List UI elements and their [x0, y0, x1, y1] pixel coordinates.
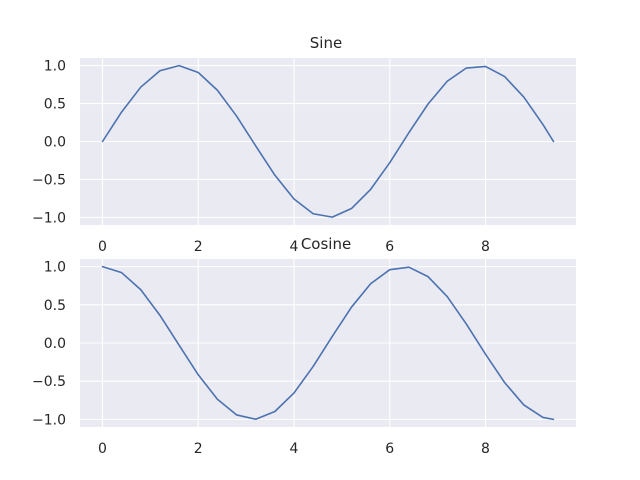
cosine-series-line [101, 265, 555, 421]
cosine-y-tick-label: −1.0 [32, 412, 66, 428]
cosine-x-tick-label: 6 [385, 441, 394, 457]
cosine-x-tick-label: 8 [481, 441, 490, 457]
cosine-x-tick-label: 4 [290, 441, 299, 457]
cosine-x-tick-label: 0 [98, 441, 107, 457]
cosine-subplot: 0 2 4 6 8 1.0 0.5 0.0 −0.5 −1.0 Cosine [32, 235, 576, 457]
sine-subplot: 0 2 4 6 8 1.0 0.5 0.0 −0.5 −1.0 Sine [32, 34, 576, 255]
sine-series-line [101, 64, 555, 218]
cosine-y-tick-label: 1.0 [44, 260, 66, 276]
cosine-series-group [101, 265, 555, 421]
sine-y-tick-label: −1.0 [32, 210, 66, 226]
sine-grid [80, 58, 576, 225]
cosine-y-tick-labels: 1.0 0.5 0.0 −0.5 −1.0 [32, 260, 66, 429]
cosine-y-tick-label: −0.5 [32, 374, 66, 390]
sine-x-tick-label: 4 [290, 239, 299, 255]
sine-y-tick-label: 0.0 [44, 135, 66, 151]
sine-x-tick-label: 8 [481, 239, 490, 255]
cosine-x-tick-labels: 0 2 4 6 8 [98, 441, 490, 457]
cosine-title: Cosine [301, 235, 351, 253]
sine-y-tick-label: 0.5 [44, 97, 66, 113]
cosine-y-tick-label: 0.5 [44, 298, 66, 314]
cosine-y-tick-label: 0.0 [44, 336, 66, 352]
sine-title: Sine [310, 34, 342, 52]
sine-y-tick-labels: 1.0 0.5 0.0 −0.5 −1.0 [32, 59, 66, 227]
sine-x-tick-labels: 0 2 4 6 8 [98, 239, 490, 255]
sine-y-tick-label: 1.0 [44, 59, 66, 75]
sine-series-group [101, 64, 555, 218]
sine-x-tick-label: 0 [98, 239, 107, 255]
cosine-x-tick-label: 2 [194, 441, 203, 457]
sine-x-tick-label: 6 [385, 239, 394, 255]
sine-x-tick-label: 2 [194, 239, 203, 255]
sine-y-tick-label: −0.5 [32, 172, 66, 188]
